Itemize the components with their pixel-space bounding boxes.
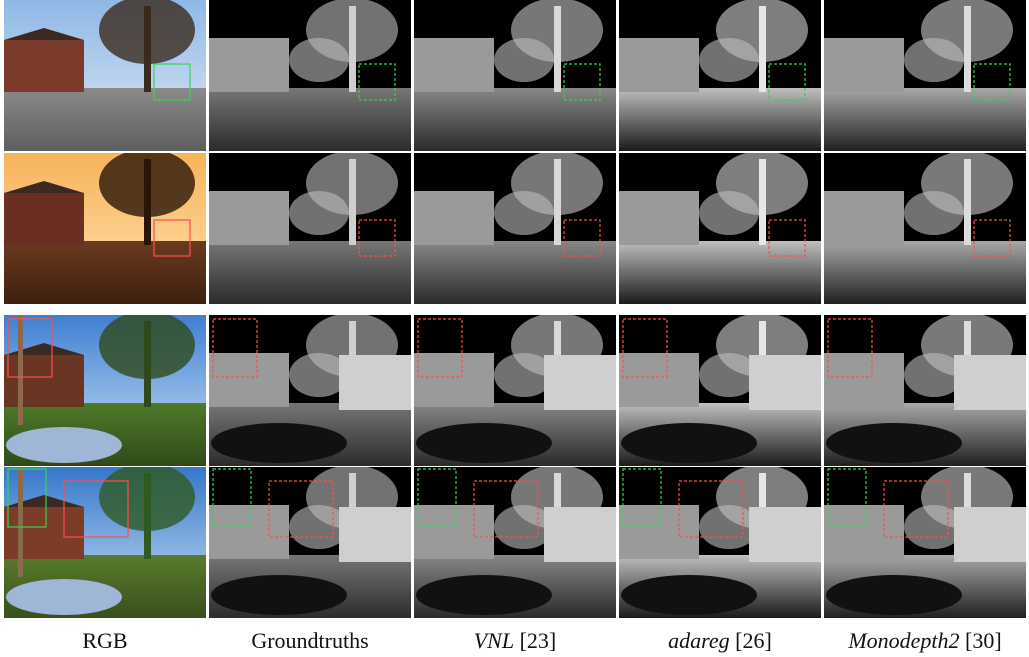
image-vnl-row-4 (414, 467, 616, 618)
image-monodepth2-row-4 (824, 467, 1026, 618)
image-rgb-row-4 (4, 467, 206, 618)
image-rgb-row-3 (4, 315, 206, 466)
image-monodepth2-row-2 (824, 153, 1026, 304)
image-gt-row-1 (209, 0, 411, 151)
column-labels: RGB Groundtruths VNL [23] adareg [26] Mo… (4, 628, 1026, 654)
image-vnl-row-3 (414, 315, 616, 466)
image-adareg-row-4 (619, 467, 821, 618)
image-vnl-row-1 (414, 0, 616, 151)
image-monodepth2-row-1 (824, 0, 1026, 151)
label-vnl: VNL [23] (473, 628, 557, 653)
image-gt-row-4 (209, 467, 411, 618)
image-adareg-row-1 (619, 0, 821, 151)
label-groundtruths: Groundtruths (251, 628, 369, 653)
label-monodepth2: Monodepth2 [30] (848, 628, 1002, 653)
image-gt-row-3 (209, 315, 411, 466)
label-rgb: RGB (82, 628, 128, 653)
image-rgb-row-1 (4, 0, 206, 151)
image-monodepth2-row-3 (824, 315, 1026, 466)
image-adareg-row-3 (619, 315, 821, 466)
image-adareg-row-2 (619, 153, 821, 304)
image-rgb-row-2 (4, 153, 206, 304)
image-vnl-row-2 (414, 153, 616, 304)
image-gt-row-2 (209, 153, 411, 304)
label-adareg: adareg [26] (668, 628, 772, 653)
figure-grid (4, 0, 1026, 618)
